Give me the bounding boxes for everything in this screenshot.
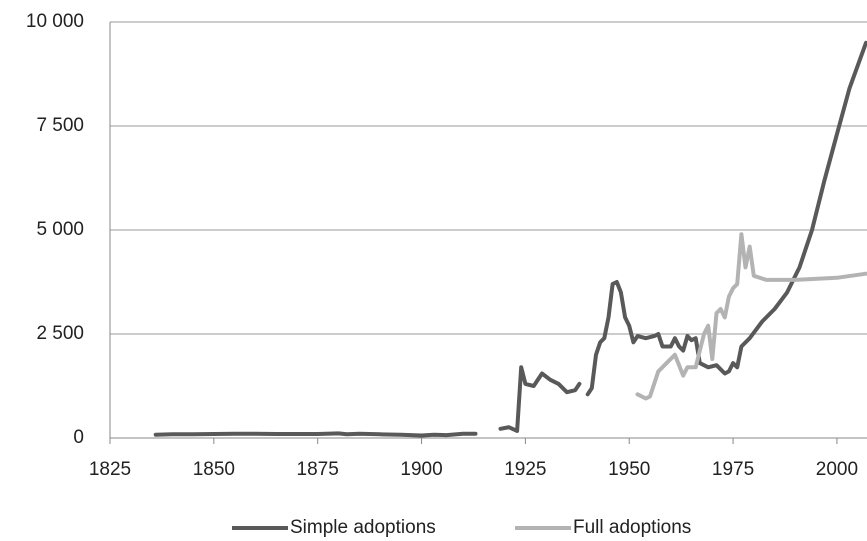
data-line <box>153 40 867 438</box>
x-tick-label: 1825 <box>89 459 131 480</box>
data-line <box>635 232 867 401</box>
x-tick-label: 1875 <box>297 459 339 480</box>
y-tick-label: 10 000 <box>26 11 84 32</box>
y-tick-label: 7 500 <box>36 115 84 136</box>
y-tick-label: 0 <box>73 427 84 448</box>
y-tick-label: 5 000 <box>36 219 84 240</box>
y-tick-label: 2 500 <box>36 323 84 344</box>
x-tick-label: 1950 <box>608 459 650 480</box>
x-tick-label: 1925 <box>504 459 546 480</box>
legend-label: Full adoptions <box>573 517 691 538</box>
legend-label: Simple adoptions <box>290 517 436 538</box>
x-tick-label: 1850 <box>193 459 235 480</box>
x-tick-label: 2000 <box>816 459 858 480</box>
x-tick-label: 1975 <box>712 459 754 480</box>
x-tick-label: 1900 <box>400 459 442 480</box>
